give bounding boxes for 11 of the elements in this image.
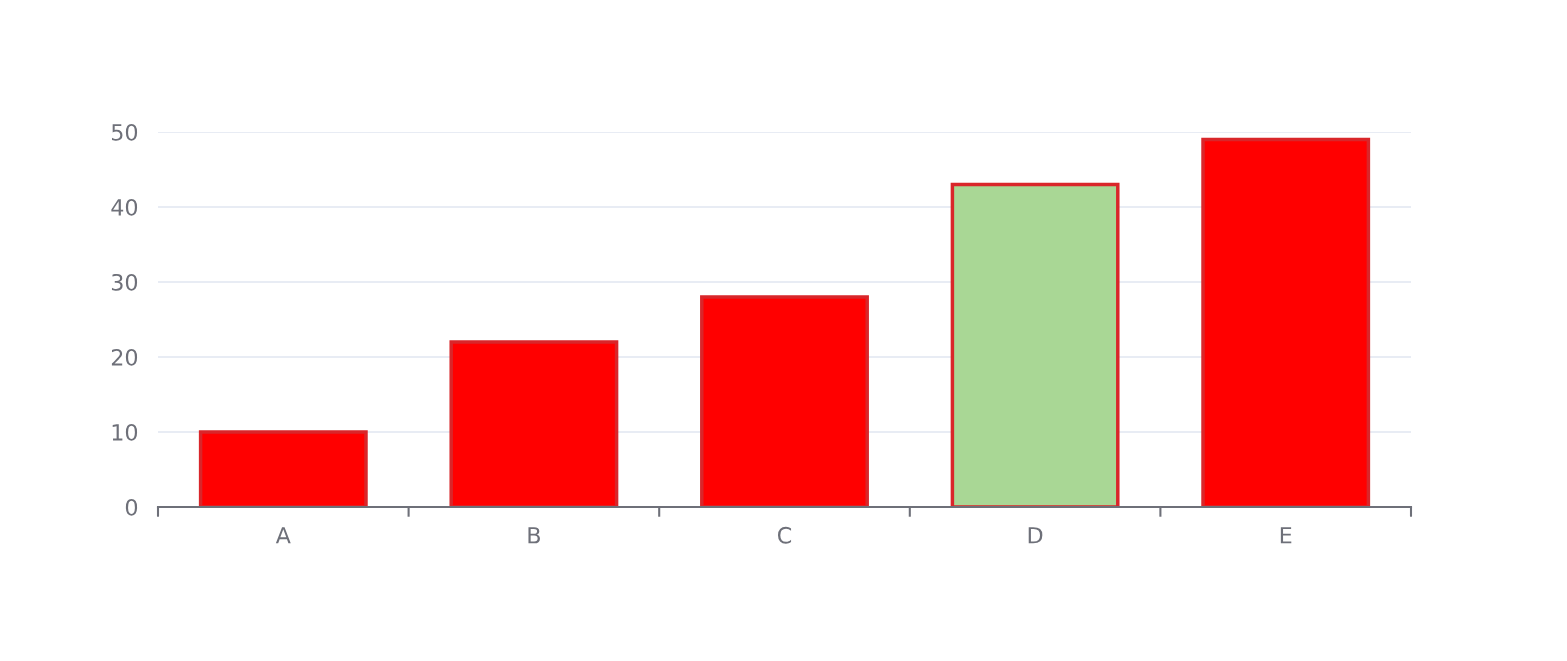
x-tick-label: A <box>275 527 291 544</box>
x-tick-label: D <box>1028 527 1043 544</box>
y-tick-label: 30 <box>111 273 138 291</box>
x-tick-label: E <box>1280 527 1292 544</box>
y-tick-label: 0 <box>125 498 138 516</box>
x-tick-label: B <box>528 527 540 544</box>
y-tick-label: 40 <box>111 198 138 216</box>
x-tick-label: C <box>777 526 792 544</box>
y-tick-label: 50 <box>111 123 138 141</box>
y-tick-label: 20 <box>111 348 138 366</box>
y-tick-label: 10 <box>112 423 138 441</box>
